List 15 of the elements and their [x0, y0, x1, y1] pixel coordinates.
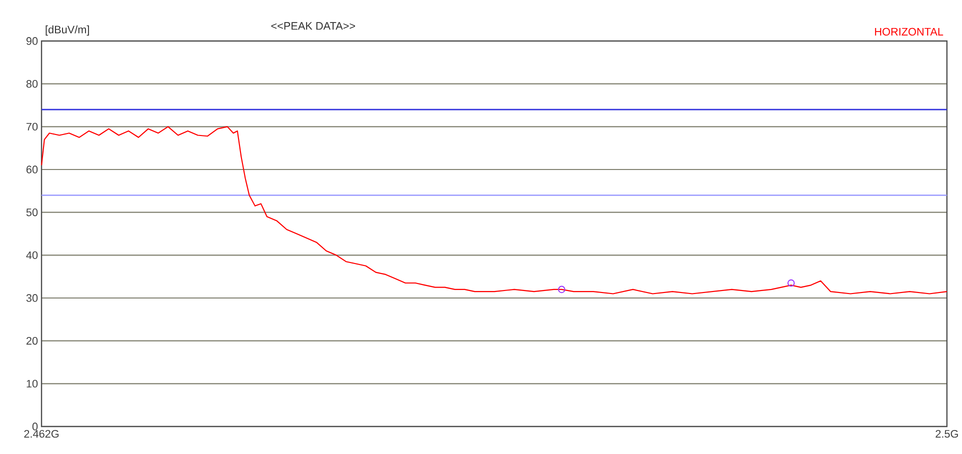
y-tick-label: 90: [26, 37, 38, 46]
y-tick-label: 10: [26, 380, 38, 388]
y-tick-label: 70: [26, 122, 38, 131]
y-axis-title: [dBuV/m]: [46, 26, 89, 36]
text: HORIZONTAL: [875, 28, 944, 36]
y-tick-label: 50: [26, 208, 38, 216]
y-tick-label: 60: [26, 166, 38, 174]
y-tick-label: 0: [32, 422, 38, 431]
y-tick-label: 30: [26, 294, 38, 302]
chart-title: <<PEAK DATA>>: [271, 22, 356, 30]
y-tick-label: 80: [26, 80, 38, 88]
y-tick-label: 40: [26, 251, 38, 260]
y-tick-label: 20: [26, 337, 38, 345]
x-tick-label: 2.462G: [24, 430, 59, 438]
x-tick-label: 2.5G: [936, 430, 958, 438]
